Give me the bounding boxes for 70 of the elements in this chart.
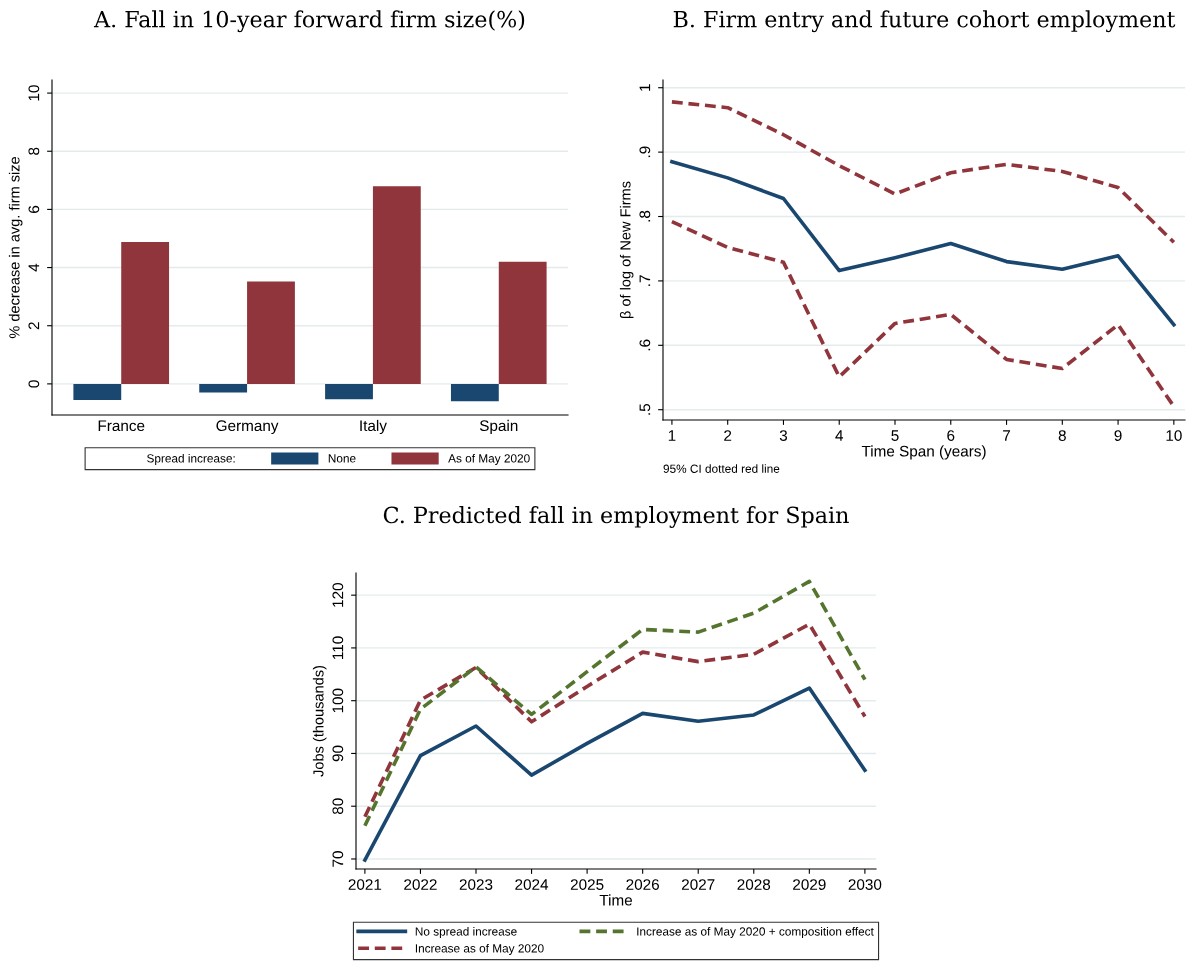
line-series: [670, 100, 1176, 245]
bar: [199, 383, 248, 393]
y-tick-label: 6: [28, 205, 40, 213]
y-tick-label: 2: [28, 322, 40, 330]
x-tick-label: 2027: [682, 879, 715, 890]
x-tick-label: 2029: [793, 879, 826, 890]
x-tick-label: 7: [1003, 430, 1011, 441]
legend-label: Increase as of May 2020: [415, 943, 544, 955]
y-tick-label: 70: [332, 851, 344, 867]
y-tick-label: 1: [639, 84, 651, 91]
y-tick-label: 10: [28, 85, 40, 101]
x-tick-label: 6: [947, 430, 955, 441]
x-tick-label: 8: [1058, 430, 1066, 441]
x-tick-label: 9: [1114, 430, 1122, 441]
bar: [325, 383, 373, 400]
x-axis-title: Time Span (years): [861, 445, 986, 460]
x-tick-label: 2024: [515, 879, 549, 890]
legend-label: Increase as of May 2020 + composition effect: [637, 926, 874, 938]
y-tick-label: 90: [332, 745, 344, 762]
legend-label: As of May 2020: [448, 453, 530, 465]
bar: [247, 281, 295, 384]
bar: [450, 383, 499, 402]
x-tick-label: 3: [779, 430, 788, 441]
y-tick-label: .8: [639, 210, 651, 222]
y-tick-label: 120: [332, 583, 344, 607]
x-tick-label: Italy: [360, 419, 387, 435]
y-tick-label: 100: [332, 688, 344, 713]
y-tick-label: .7: [639, 275, 651, 286]
line-series: [363, 579, 867, 828]
bar: [73, 383, 122, 400]
x-tick-label: 2030: [848, 879, 882, 890]
line-series: [670, 159, 1176, 327]
x-tick-label: 2021: [348, 879, 382, 890]
x-tick-label: 1: [668, 430, 676, 441]
legend-title: Spread increase:: [147, 453, 235, 465]
bar: [372, 186, 421, 384]
text: 95% CI dotted red line: [663, 464, 780, 473]
x-tick-label: 4: [835, 430, 844, 441]
x-axis-title: Time: [599, 894, 633, 906]
y-tick-label: 80: [332, 798, 344, 815]
x-tick-label: 2028: [737, 879, 771, 890]
line-series: [363, 686, 867, 862]
legend-label: None: [328, 454, 356, 463]
x-tick-label: 2026: [626, 879, 659, 890]
y-axis-title: Jobs (thousands): [312, 665, 327, 777]
x-tick-label: 2025: [570, 879, 604, 890]
x-tick-label: 5: [891, 430, 899, 441]
y-tick-label: 110: [332, 636, 344, 659]
chart-title: B. Firm entry and future cohort employment: [673, 10, 1176, 33]
x-tick-label: 10: [1166, 430, 1182, 441]
y-tick-label: .9: [639, 146, 651, 158]
x-tick-label: France: [98, 420, 145, 432]
chart-title: A. Fall in 10-year forward firm size(%): [93, 10, 525, 33]
x-tick-label: Spain: [479, 419, 518, 435]
bar: [121, 241, 170, 384]
line-series: [363, 622, 867, 819]
y-axis-title: % decrease in avg. firm size: [8, 156, 23, 339]
y-tick-label: 8: [28, 147, 40, 155]
x-tick-label: 2022: [404, 879, 437, 890]
y-tick-label: 0: [28, 380, 40, 388]
legend-label: No spread increase: [415, 926, 517, 938]
x-tick-label: Germany: [216, 420, 279, 435]
x-tick-label: 2: [724, 430, 732, 441]
chart-title: C. Predicted fall in employment for Spain: [383, 506, 849, 528]
y-tick-label: 4: [28, 263, 40, 272]
x-tick-label: 2023: [459, 879, 493, 890]
y-axis-title: β of log of New Firms: [619, 181, 634, 319]
y-tick-label: .6: [639, 339, 651, 351]
y-tick-label: .5: [639, 403, 651, 415]
bar: [498, 261, 547, 384]
